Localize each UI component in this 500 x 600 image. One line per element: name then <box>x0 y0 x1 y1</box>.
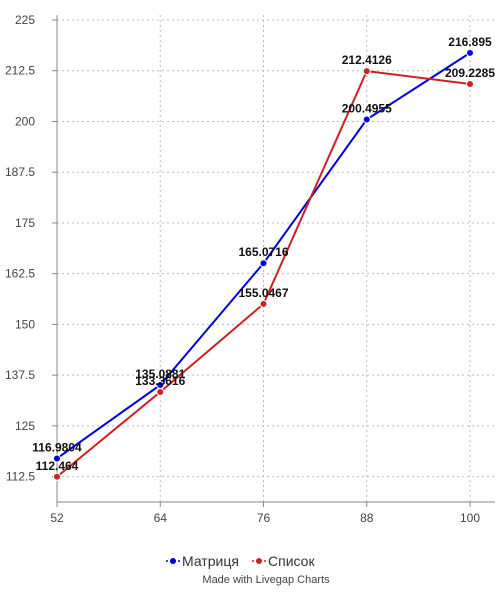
data-label: 209.2285 <box>445 66 495 80</box>
legend-label: Список <box>268 553 315 569</box>
legend-swatch-dot <box>256 558 262 564</box>
y-tick-label: 225 <box>15 13 35 27</box>
data-point[interactable] <box>259 299 268 308</box>
data-point[interactable] <box>53 472 61 481</box>
data-label: 135.0881 <box>135 367 185 381</box>
legend-item-0[interactable]: Матриця <box>166 553 239 569</box>
credit-text: Made with Livegap Charts <box>202 574 330 586</box>
x-tick-label: 76 <box>257 511 271 525</box>
data-labels: 116.9804 135.0881 165.0716 200.4955 216.895 1… <box>32 35 495 473</box>
x-tick-label: 64 <box>154 511 168 525</box>
data-label: 116.9804 <box>32 440 82 454</box>
x-tick-label: 100 <box>460 511 480 525</box>
x-tick-label: 88 <box>360 511 374 525</box>
x-tick-label: 52 <box>50 511 64 525</box>
y-tick-label: 150 <box>15 317 35 331</box>
data-point[interactable] <box>362 67 371 76</box>
data-point[interactable] <box>362 115 371 124</box>
data-point[interactable] <box>53 454 61 463</box>
y-tick-label: 112.5 <box>6 470 35 484</box>
y-tick-label: 162.5 <box>5 267 35 281</box>
grid <box>56 15 495 502</box>
y-tick-label: 212.5 <box>5 64 35 78</box>
legend-label: Матриця <box>182 553 239 569</box>
data-label: 216.895 <box>448 35 492 49</box>
data-label: 200.4955 <box>342 101 392 115</box>
legend-item-1[interactable]: Список <box>252 553 315 569</box>
axes: 112.5 125 137.5 150 162.5 175 187.5 200 212.5 225… <box>5 13 495 525</box>
y-tick-label: 125 <box>15 419 35 433</box>
y-tick-label: 137.5 <box>5 368 35 382</box>
y-tick-label: 187.5 <box>5 165 35 179</box>
series <box>53 48 474 481</box>
legend-swatch-dot <box>170 558 176 564</box>
data-point[interactable] <box>466 48 474 57</box>
y-tick-label: 200 <box>15 114 35 128</box>
y-tick-label: 175 <box>15 216 35 230</box>
data-point[interactable] <box>466 80 474 89</box>
data-point[interactable] <box>156 387 165 396</box>
legend[interactable]: Матриця Список <box>166 553 315 569</box>
data-label: 112.464 <box>36 459 79 473</box>
data-label: 165.0716 <box>238 245 288 259</box>
data-label: 212.4126 <box>342 53 392 67</box>
data-label: 133.3616 <box>135 374 185 388</box>
data-point[interactable] <box>259 259 268 268</box>
data-label: 155.0467 <box>238 286 288 300</box>
